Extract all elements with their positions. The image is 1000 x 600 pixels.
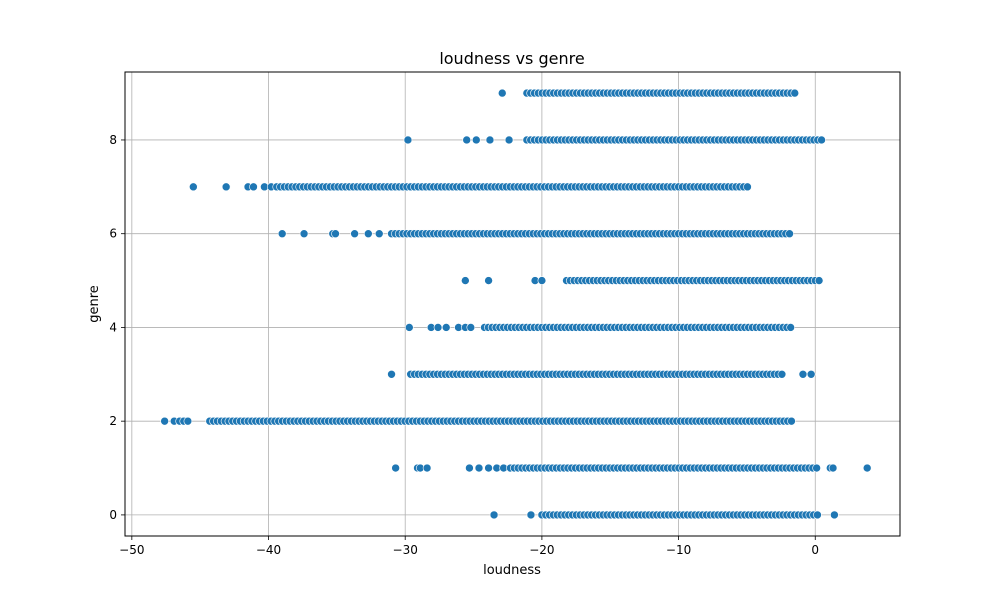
x-tick-label: −40: [256, 543, 281, 557]
y-tick-label: 2: [109, 414, 117, 428]
data-point: [249, 182, 258, 192]
data-point: [160, 416, 169, 426]
data-point: [461, 276, 470, 285]
data-point: [471, 135, 481, 145]
data-point: [743, 182, 752, 192]
chart-title: loudness vs genre: [439, 49, 584, 68]
data-point: [391, 463, 400, 473]
x-axis-label: loudness: [483, 563, 541, 578]
data-point: [189, 182, 198, 192]
y-tick-label: 8: [109, 133, 117, 147]
data-point: [374, 229, 384, 238]
y-tick-label: 0: [109, 508, 117, 522]
points-layer: [160, 88, 872, 520]
data-point: [497, 88, 507, 98]
data-point: [466, 323, 476, 332]
data-point: [786, 323, 795, 332]
y-tick-label: 6: [109, 227, 117, 241]
data-point: [489, 510, 499, 520]
data-point: [404, 323, 414, 332]
data-point: [798, 369, 808, 379]
y-axis-label: genre: [87, 285, 102, 323]
data-point: [484, 463, 493, 473]
data-point: [828, 463, 838, 473]
data-point: [814, 276, 824, 285]
data-point: [474, 463, 484, 473]
x-tick-label: −10: [666, 543, 691, 557]
data-point: [785, 229, 794, 238]
data-point: [485, 135, 495, 145]
data-point: [790, 88, 800, 98]
data-point: [813, 510, 822, 520]
data-point: [331, 229, 340, 238]
data-point: [422, 463, 432, 473]
data-point: [812, 463, 821, 473]
data-point: [830, 510, 839, 520]
data-point: [462, 135, 472, 145]
data-point: [817, 135, 826, 145]
data-point: [387, 369, 396, 379]
data-point: [504, 135, 514, 145]
x-tick-label: −20: [529, 543, 554, 557]
data-point: [350, 229, 359, 238]
data-point: [363, 229, 373, 238]
data-point: [183, 416, 193, 426]
x-tick-label: 0: [811, 543, 819, 557]
x-tick-label: −30: [393, 543, 418, 557]
plot-area-frame: [124, 71, 901, 537]
y-tick-label: 4: [109, 320, 117, 334]
data-point: [787, 416, 796, 426]
x-tick-label: −50: [119, 543, 144, 557]
data-point: [441, 323, 451, 332]
data-point: [484, 276, 493, 285]
data-point: [862, 463, 872, 473]
data-point: [777, 369, 787, 379]
data-point: [433, 323, 443, 332]
data-point: [537, 276, 547, 285]
data-point: [221, 182, 231, 192]
data-point: [465, 463, 474, 473]
data-point: [526, 510, 536, 520]
data-point: [299, 229, 309, 238]
data-point: [277, 229, 287, 238]
axis-layer: −50 −40 −30 −20 −10 0 0 2 4 6 8: [109, 133, 819, 557]
data-point: [806, 369, 816, 379]
data-point: [403, 135, 413, 145]
